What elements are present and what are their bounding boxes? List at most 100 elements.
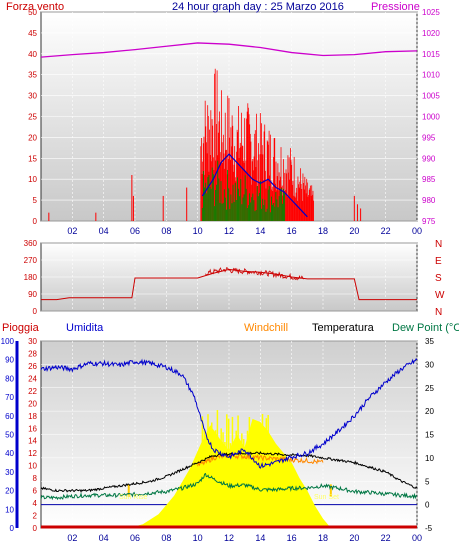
y-tick-label-wind: 45 [28,29,37,38]
y-tick-label-rain: 10 [28,462,37,471]
y-tick-label-humidity: 20 [5,487,14,496]
pressure-line [40,42,418,58]
y-tick-label-pressure: 1015 [422,50,440,59]
y-tick-label-wind: 10 [28,175,37,184]
x-tick-label: 18 [318,533,328,543]
y-tick-label-wind: 15 [28,154,37,163]
y-tick-label-direction: 180 [24,273,38,282]
y-tick-label-pressure: 1010 [422,71,440,80]
y-tick-label-pressure: 975 [422,217,436,226]
x-tick-label: 20 [349,226,359,236]
x-tick-label: 02 [67,533,77,543]
y-tick-label-rain: 8 [33,474,38,483]
y-tick-label-temperature: 25 [425,384,434,393]
y-tick-label-wind: 0 [33,217,38,226]
y-tick-label-pressure: 1025 [422,8,440,17]
x-tick-label: 16 [287,226,297,236]
y-tick-label-humidity: 80 [5,374,14,383]
y-tick-label-wind: 35 [28,71,37,80]
y-tick-label-rain: 22 [28,387,37,396]
x-tick-label: 10 [193,226,203,236]
rain-axis-title: Pioggia [2,322,40,334]
sunrise-label: Sun Rise [119,494,148,501]
y-tick-label-direction: 360 [24,239,38,248]
y-tick-label-rain: 24 [28,374,37,383]
wind-axis-title: Forza vento [6,1,64,13]
wind-direction-line [41,268,417,301]
y-tick-label-humidity: 100 [1,337,15,346]
solar-area [128,418,331,528]
y-tick-label-humidity: 60 [5,412,14,421]
y-tick-label-rain: 6 [33,487,38,496]
compass-label: E [435,256,442,267]
y-tick-label-wind: 40 [28,50,37,59]
y-tick-label-humidity: 70 [5,393,14,402]
x-tick-label: 04 [99,226,109,236]
dewpoint-legend: Dew Point (°C [392,322,459,334]
avg-wind-line [201,153,308,218]
dewpoint-line [40,472,418,501]
compass-label: N [435,307,442,318]
y-tick-label-rain: 14 [28,437,37,446]
compass-label: N [435,239,442,250]
y-tick-label-temperature: 15 [425,431,434,440]
y-tick-label-wind: 30 [28,92,37,101]
y-tick-label-pressure: 1005 [422,92,440,101]
y-tick-label-humidity: 0 [10,524,15,533]
x-tick-label: 14 [255,533,265,543]
y-tick-label-temperature: 10 [425,454,434,463]
y-tick-label-pressure: 1020 [422,29,440,38]
y-tick-label-humidity: 10 [5,505,14,514]
temperature-line [40,451,418,493]
chart-title: 24 hour graph day : 25 Marzo 2016 [172,1,344,13]
y-tick-label-direction: 0 [33,307,38,316]
windchill-line [197,452,324,467]
x-tick-label: 16 [287,533,297,543]
x-tick-label: 22 [381,226,391,236]
temperature-legend: Temperatura [312,322,375,334]
y-tick-label-wind: 25 [28,113,37,122]
y-tick-label-rain: 0 [33,524,38,533]
y-tick-label-humidity: 30 [5,468,14,477]
compass-label: W [435,290,445,301]
x-tick-label: 12 [224,533,234,543]
y-tick-label-direction: 90 [28,290,37,299]
y-tick-label-pressure: 995 [422,133,436,142]
chart-labels: Forza vento 24 hour graph day : 25 Marzo… [2,1,459,501]
y-tick-label-temperature: 5 [425,477,430,486]
x-tick-label: 08 [161,226,171,236]
y-tick-label-pressure: 985 [422,175,436,184]
y-tick-label-rain: 2 [33,512,38,521]
x-tick-label: 10 [193,533,203,543]
y-tick-label-wind: 50 [28,8,37,17]
x-tick-label: 08 [161,533,171,543]
humidity-line [40,358,418,469]
wind-direction-panel [40,242,418,312]
y-tick-label-pressure: 980 [422,196,436,205]
x-tick-label: 14 [255,226,265,236]
x-tick-label: 04 [99,533,109,543]
y-tick-label-rain: 4 [33,499,38,508]
wind-direction-noise [205,267,304,281]
x-tick-label: 20 [349,533,359,543]
x-tick-label: 00 [412,533,422,543]
x-tick-label: 06 [130,533,140,543]
y-tick-label-wind: 5 [33,196,38,205]
y-tick-label-rain: 30 [28,337,37,346]
y-tick-label-rain: 16 [28,424,37,433]
y-tick-label-rain: 12 [28,449,37,458]
y-tick-label-pressure: 1000 [422,113,440,122]
sunset-label: Sun Set [314,494,339,501]
humidity-axis-title: Umidita [66,322,104,334]
pressure-axis-title: Pressione [371,1,420,13]
y-tick-label-rain: 18 [28,412,37,421]
y-tick-label-humidity: 50 [5,431,14,440]
y-tick-label-direction: 270 [24,256,38,265]
compass-label: S [435,273,442,284]
y-tick-label-rain: 20 [28,399,37,408]
x-tick-label: 22 [381,533,391,543]
y-tick-label-wind: 20 [28,133,37,142]
x-tick-label: 12 [224,226,234,236]
